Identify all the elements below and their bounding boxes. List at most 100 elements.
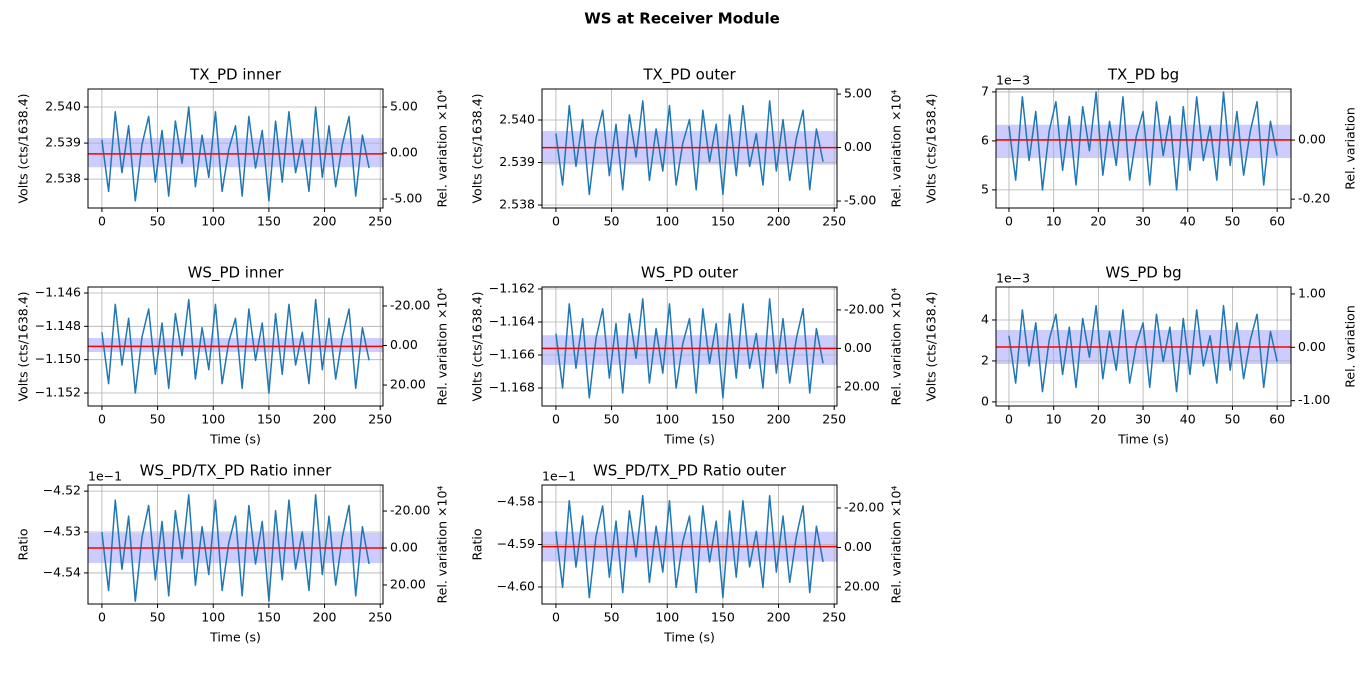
y2-tick-label: 0.00 [844, 539, 872, 554]
y-tick-label: 2.539 [499, 154, 535, 169]
y-tick-label: −1.168 [489, 380, 535, 395]
x-tick-label: 0 [98, 610, 106, 625]
data-line [101, 298, 370, 394]
y2-tick-label: 0.00 [390, 540, 418, 555]
x-tick-label: 250 [822, 610, 846, 625]
x-tick-label: 200 [313, 412, 337, 427]
axes-frame [541, 286, 838, 407]
y-tick-label: −1.166 [489, 347, 535, 362]
x-tick-label: 100 [201, 610, 225, 625]
y2-tick-label: -20.00 [844, 499, 884, 514]
x-tick-label: 50 [150, 214, 166, 229]
axes-title: WS_PD inner [188, 264, 285, 283]
x-tick-label: 60 [1269, 412, 1285, 427]
y-axis-label: Volts (cts/1638.4) [924, 93, 939, 203]
y2-tick-label: -5.00 [390, 190, 422, 205]
y-axis-label: Volts (cts/1638.4) [470, 93, 485, 203]
y2-tick-label: 20.00 [390, 576, 426, 591]
x-tick-label: 0 [1005, 214, 1013, 229]
y2-axis-label: Rel. variation [1343, 107, 1358, 190]
y-tick-label: −1.152 [35, 385, 81, 400]
y2-axis-label: Rel. variation ×10⁴ [435, 486, 450, 604]
y2-axis-label: Rel. variation ×10⁴ [889, 90, 904, 208]
y-tick-label: −4.52 [43, 483, 81, 498]
data-line [1008, 91, 1278, 191]
axes-title: TX_PD bg [1107, 66, 1179, 85]
y2-tick-label: -5.00 [844, 193, 876, 208]
data-line [101, 106, 370, 202]
x-tick-label: 0 [552, 214, 560, 229]
x-tick-label: 0 [552, 610, 560, 625]
x-tick-label: 50 [604, 412, 620, 427]
y2-axis-label: Rel. variation ×10⁴ [435, 288, 450, 406]
x-tick-label: 100 [201, 412, 225, 427]
axes-frame [995, 286, 1292, 407]
y-tick-label: −1.148 [35, 318, 81, 333]
std-band [88, 338, 383, 352]
data-line [101, 494, 370, 602]
y2-tick-label: 0.00 [390, 145, 418, 160]
x-tick-label: 40 [1180, 412, 1196, 427]
x-tick-label: 200 [313, 214, 337, 229]
y2-tick-label: 20.00 [844, 579, 880, 594]
x-tick-label: 150 [257, 214, 281, 229]
y-tick-label: −1.150 [35, 351, 81, 366]
y-axis-label: Volts (cts/1638.4) [470, 291, 485, 401]
x-tick-label: 200 [313, 610, 337, 625]
x-tick-label: 20 [1090, 214, 1106, 229]
y2-axis-label: Rel. variation [1343, 305, 1358, 388]
y2-tick-label: 0.00 [390, 337, 418, 352]
axes-title: WS_PD/TX_PD Ratio inner [140, 462, 332, 481]
y-axis-label: Volts (cts/1638.4) [16, 291, 31, 401]
y2-tick-label: 1.00 [1298, 285, 1326, 300]
data-line [555, 100, 824, 196]
y-tick-label: 2.540 [45, 99, 81, 114]
x-tick-label: 10 [1046, 214, 1062, 229]
axes-title: WS_PD/TX_PD Ratio outer [593, 462, 787, 481]
y-tick-label: 2.538 [45, 171, 81, 186]
x-tick-label: 150 [711, 412, 735, 427]
x-tick-label: 40 [1180, 214, 1196, 229]
x-tick-label: 0 [98, 214, 106, 229]
axes-title: WS_PD outer [641, 264, 739, 283]
y2-tick-label: -0.20 [1298, 191, 1330, 206]
x-tick-label: 60 [1269, 214, 1285, 229]
y2-tick-label: -1.00 [1298, 392, 1330, 407]
y-tick-label: 2.538 [499, 197, 535, 212]
x-tick-label: 200 [767, 610, 791, 625]
x-tick-label: 150 [711, 610, 735, 625]
y-tick-label: 4 [981, 311, 989, 326]
y-tick-label: 7 [981, 83, 989, 98]
data-line [1008, 304, 1278, 393]
x-tick-label: 100 [201, 214, 225, 229]
axes-frame [541, 88, 838, 209]
x-tick-label: 250 [822, 412, 846, 427]
y-tick-label: 2 [981, 352, 989, 367]
y2-tick-label: 20.00 [844, 378, 880, 393]
data-line [555, 494, 824, 599]
y-tick-label: −4.54 [43, 564, 81, 579]
data-line [555, 298, 824, 399]
y-tick-label: −4.60 [497, 579, 535, 594]
x-tick-label: 0 [552, 412, 560, 427]
y-tick-label: −4.53 [43, 524, 81, 539]
y2-tick-label: 0.00 [1298, 132, 1326, 147]
x-tick-label: 150 [711, 214, 735, 229]
x-axis-label: Time (s) [209, 630, 261, 645]
x-tick-label: 250 [368, 610, 392, 625]
y-tick-label: 5 [981, 181, 989, 196]
x-axis-label: Time (s) [663, 432, 715, 447]
x-tick-label: 50 [150, 412, 166, 427]
y-tick-label: 6 [981, 132, 989, 147]
x-axis-label: Time (s) [1117, 432, 1169, 447]
y2-tick-label: 5.00 [390, 99, 418, 114]
axes-title: WS_PD bg [1105, 264, 1181, 283]
axes-frame [87, 286, 384, 407]
figure-title: WS at Receiver Module [584, 10, 780, 28]
y-tick-label: 2.540 [499, 112, 535, 127]
x-axis-label: Time (s) [209, 432, 261, 447]
y-axis-label: Volts (cts/1638.4) [16, 93, 31, 203]
axes-title: TX_PD outer [642, 66, 736, 85]
y-tick-label: 2.539 [45, 135, 81, 150]
